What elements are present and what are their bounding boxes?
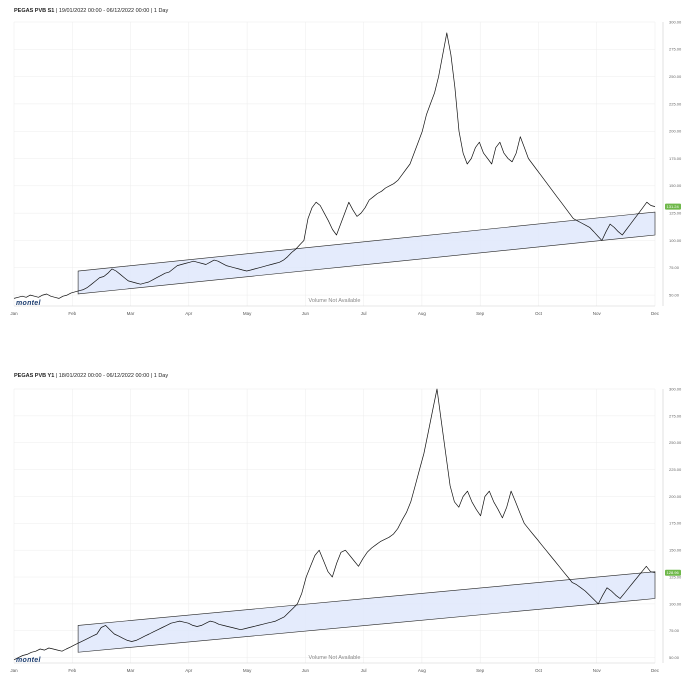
y-tick-label: 275.00 (669, 47, 682, 52)
y-tick-label: 200.00 (669, 494, 682, 499)
y-tick-label: 225.00 (669, 467, 682, 472)
y-tick-label: 125.00 (669, 211, 682, 216)
chart-panel-s1: PEGAS PVB S1 | 19/01/2022 00:00 - 06/12/… (0, 0, 690, 345)
x-tick-label: Apr (185, 311, 193, 316)
price-line (13, 388, 656, 661)
montel-logo: montel (16, 300, 41, 307)
x-tick-label: Feb (68, 311, 76, 316)
last-price-badge (665, 203, 681, 210)
x-tick-label: Jul (361, 311, 367, 316)
last-price-label: 131.24 (667, 204, 680, 209)
volume-watermark: Volume Not Available (309, 655, 361, 661)
x-tick-label: Sep (476, 668, 485, 673)
y-tick-label: 100.00 (669, 238, 682, 243)
chart-title: PEGAS PVB Y1 | 18/01/2022 00:00 - 06/12/… (14, 373, 169, 379)
volume-watermark: Volume Not Available (309, 298, 361, 304)
x-tick-label: Mar (127, 311, 135, 316)
y-tick-label: 300.00 (669, 19, 682, 24)
y-tick-label: 175.00 (669, 521, 682, 526)
montel-logo: montel (16, 657, 41, 664)
trend-channel (77, 571, 656, 653)
x-tick-label: Aug (418, 668, 427, 673)
y-tick-label: 225.00 (669, 101, 682, 106)
y-tick-label: 125.00 (669, 574, 682, 579)
chart-panel-y1: PEGAS PVB Y1 | 18/01/2022 00:00 - 06/12/… (0, 365, 690, 697)
x-tick-label: Jan (10, 311, 18, 316)
price-chart-s1[interactable]: 50.00 75.00 100.00 125.00 150.00 175.00 200.00… (0, 0, 690, 345)
x-tick-label: Jun (302, 311, 310, 316)
x-tick-label: Feb (68, 668, 76, 673)
y-tick-label: 250.00 (669, 440, 682, 445)
x-tick-label: Oct (535, 311, 543, 316)
x-tick-label: Dec (651, 311, 660, 316)
y-tick-label: 150.00 (669, 548, 682, 553)
y-tick-label: 75.00 (669, 265, 680, 270)
x-tick-label: May (243, 668, 252, 673)
y-tick-label: 275.00 (669, 413, 682, 418)
trend-channel (77, 211, 656, 295)
y-tick-label: 100.00 (669, 601, 682, 606)
x-tick-label: Nov (593, 311, 602, 316)
y-tick-label: 175.00 (669, 156, 682, 161)
x-tick-label: Nov (593, 668, 602, 673)
y-tick-label: 50.00 (669, 655, 680, 660)
y-tick-label: 150.00 (669, 183, 682, 188)
x-tick-label: Dec (651, 668, 660, 673)
x-tick-label: May (243, 311, 252, 316)
y-tick-label: 50.00 (669, 292, 680, 297)
price-line (13, 32, 656, 299)
x-tick-label: Oct (535, 668, 543, 673)
last-price-badge (665, 569, 681, 576)
y-tick-label: 300.00 (669, 386, 682, 391)
last-price-label: 128.96 (667, 570, 680, 575)
x-tick-label: Jul (361, 668, 367, 673)
x-tick-label: Sep (476, 311, 485, 316)
x-tick-label: Apr (185, 668, 193, 673)
y-tick-label: 250.00 (669, 74, 682, 79)
price-chart-y1[interactable]: 50.00 75.00 100.00 125.00 150.00 175.00 200.00… (0, 365, 690, 697)
chart-title: PEGAS PVB S1 | 19/01/2022 00:00 - 06/12/… (14, 8, 169, 14)
y-tick-label: 200.00 (669, 129, 682, 134)
x-tick-label: Aug (418, 311, 427, 316)
x-tick-label: Jun (302, 668, 310, 673)
y-tick-label: 75.00 (669, 628, 680, 633)
x-tick-label: Mar (127, 668, 135, 673)
x-tick-label: Jan (10, 668, 18, 673)
